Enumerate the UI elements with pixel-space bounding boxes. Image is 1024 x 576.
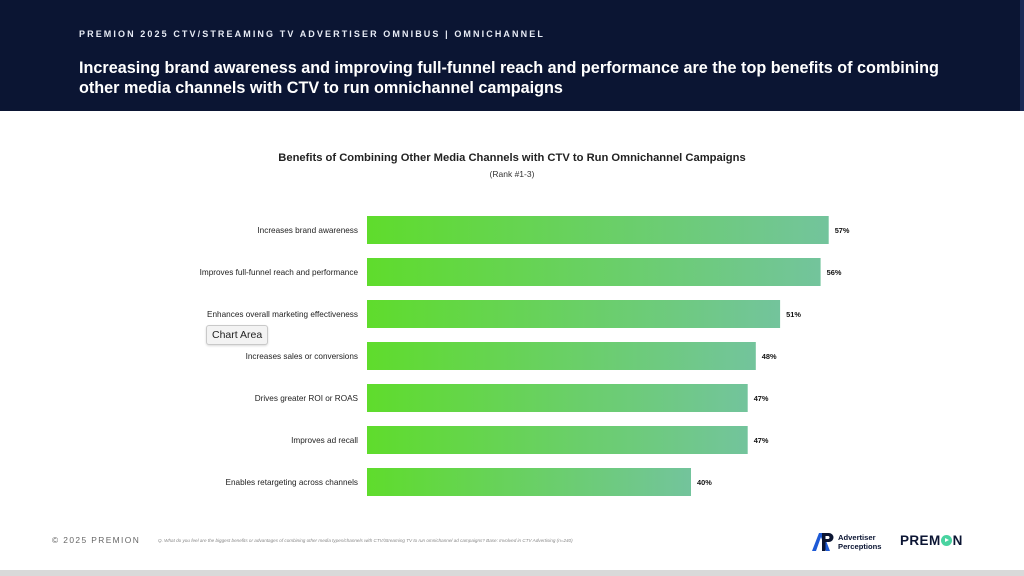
headline: Increasing brand awareness and improving…	[79, 59, 939, 97]
premion-logo-post: N	[952, 533, 963, 548]
value-label: 57%	[835, 226, 850, 235]
ap-logo-icon	[812, 533, 834, 551]
category-label: Improves ad recall	[291, 436, 358, 445]
bars-layer: Increases brand awareness 57% Improves ful…	[200, 216, 850, 496]
category-label: Increases brand awareness	[257, 226, 358, 235]
premion-logo: PREM N	[900, 533, 963, 548]
bar[interactable]	[367, 300, 781, 328]
ap-logo-text: Advertiser Perceptions	[838, 533, 881, 551]
category-label: Drives greater ROI or ROAS	[255, 394, 359, 403]
eyebrow-text: PREMION 2025 CTV/STREAMING TV ADVERTISER…	[79, 29, 545, 39]
header-band: PREMION 2025 CTV/STREAMING TV ADVERTISER…	[0, 0, 1024, 111]
value-label: 47%	[754, 436, 769, 445]
bottom-edge	[0, 570, 1024, 576]
play-icon	[941, 535, 953, 546]
premion-logo-pre: PREM	[900, 533, 941, 548]
value-label: 56%	[827, 268, 842, 277]
value-label: 48%	[762, 352, 777, 361]
bar[interactable]	[367, 342, 756, 370]
header-accent	[1020, 0, 1024, 111]
ap-logo-line1: Advertiser	[838, 533, 876, 542]
bar[interactable]	[367, 468, 691, 496]
ap-logo-line2: Perceptions	[838, 542, 882, 551]
chart-subtitle: (Rank #1-3)	[489, 169, 535, 179]
copyright: © 2025 PREMION	[52, 535, 141, 545]
bar[interactable]	[367, 384, 748, 412]
value-label: 40%	[697, 478, 712, 487]
value-label: 51%	[786, 310, 801, 319]
bar[interactable]	[367, 258, 821, 286]
survey-footnote: Q. What do you feel are the biggest bene…	[158, 538, 573, 543]
category-label: Improves full-funnel reach and performan…	[200, 268, 359, 277]
category-label: Enables retargeting across channels	[226, 478, 358, 487]
category-label: Enhances overall marketing effectiveness	[207, 310, 358, 319]
bar[interactable]	[367, 216, 829, 244]
bar[interactable]	[367, 426, 748, 454]
chart-area-tooltip: Chart Area	[206, 325, 269, 345]
advertiser-perceptions-logo: Advertiser Perceptions	[812, 531, 892, 553]
category-label: Increases sales or conversions	[246, 352, 358, 361]
value-label: 47%	[754, 394, 769, 403]
chart-title: Benefits of Combining Other Media Channe…	[278, 152, 746, 164]
